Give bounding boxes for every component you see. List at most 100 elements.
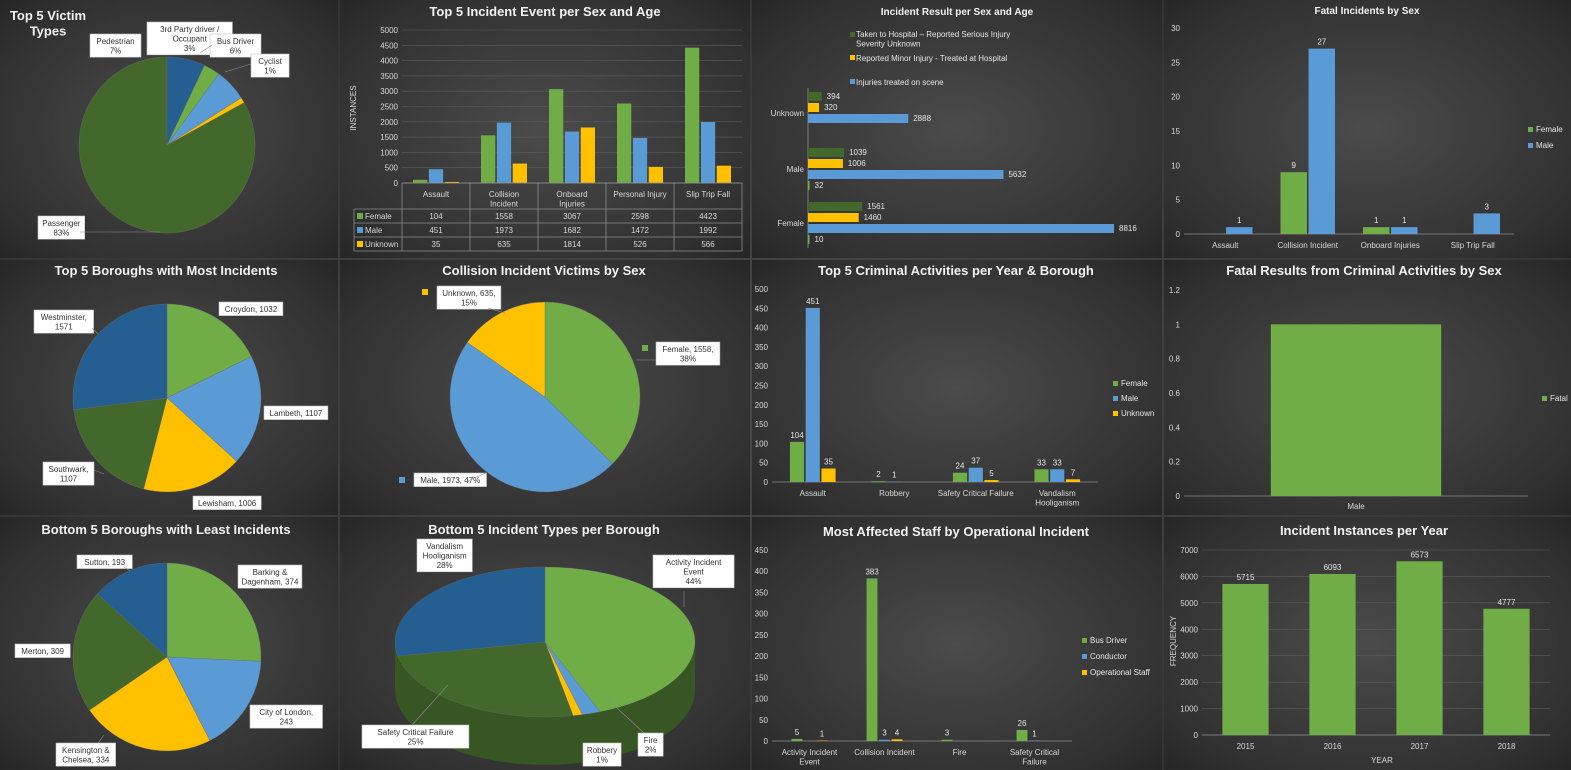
leader-line <box>93 469 105 475</box>
callout-text: Lewisham, 1006 <box>198 499 257 508</box>
chart-title: Incident Instances per Year <box>1280 523 1448 538</box>
panel-instances-per-year: Incident Instances per Year 0 1000 2000 3000… <box>1164 517 1571 770</box>
callout-text: Female, 1558, 38% <box>662 345 713 364</box>
data-label: 3 <box>882 729 887 738</box>
table-cell: 451 <box>429 226 443 235</box>
callout-female: Female, 1558, 38% <box>655 341 721 366</box>
callout-text: Kensington & Chelsea, 334 <box>62 746 110 765</box>
table-legend-swatch <box>357 213 363 219</box>
callout-male: Male, 1973, 47% <box>413 472 487 487</box>
legend-label: Female <box>1536 125 1563 134</box>
bar <box>413 179 428 183</box>
panel-top-boroughs: Top 5 Boroughs with Most Incidents Croydo… <box>0 260 338 515</box>
collision-slice <box>449 342 613 493</box>
top-borough-slice <box>166 356 262 462</box>
bar <box>808 181 810 190</box>
legend-swatch <box>1528 127 1533 132</box>
y-tick-label: 5 <box>1176 196 1181 205</box>
bar <box>808 202 863 211</box>
chart-bottom-boroughs: Bottom 5 Boroughs with Least Incidents Ba… <box>14 522 323 767</box>
data-table: Assault Collision Incident Onboard Injuries P… <box>353 182 743 252</box>
legend-swatch <box>1082 654 1087 659</box>
chart-victim-types: Top 5 Victim Types Passenger 83% Pedestrian 7… <box>10 8 290 240</box>
leader-line <box>602 694 645 734</box>
callout-text: Vandalism Hooliganism 28% <box>423 542 467 570</box>
table-cell: 1558 <box>495 212 513 221</box>
bar <box>941 739 953 741</box>
y-tick-label: 500 <box>385 164 399 173</box>
table-column-header: Collision Incident <box>489 190 519 209</box>
leader-line <box>199 44 213 54</box>
x-tick-label: Safety Critical Failure <box>938 489 1015 498</box>
callout-robbery: Robbery 1% <box>582 742 622 767</box>
chart-title: Top 5 Victim Types <box>10 8 86 39</box>
bar <box>496 122 512 183</box>
chart-title: Top 5 Boroughs with Most Incidents <box>55 263 278 278</box>
leader-line <box>411 684 449 726</box>
y-tick-label: 4000 <box>380 57 398 66</box>
callout-text: 3rd Party driver / Occupant 3% <box>160 25 220 53</box>
legend-label: Male <box>1536 141 1554 150</box>
y-tick-label: 500 <box>755 285 769 294</box>
data-label: 1 <box>1374 216 1379 225</box>
collision-slice <box>467 301 546 398</box>
callout-fire: Fire 2% <box>637 732 664 757</box>
x-tick-label: Assault <box>1212 241 1239 250</box>
panel-victim-types: Top 5 Victim Types Passenger 83% Pedestrian 7… <box>0 0 338 258</box>
panel-collision-victims: Collision Incident Victims by Sex Female,… <box>340 260 750 515</box>
data-label: 5715 <box>1237 573 1255 582</box>
table-row-header: Unknown <box>365 240 398 249</box>
y-tick-label: 1000 <box>1180 705 1198 714</box>
y-tick-label: 1.2 <box>1169 286 1181 295</box>
data-label: 1 <box>1032 730 1037 739</box>
legend-label: Taken to Hospital – Reported Serious Inj… <box>856 30 1010 49</box>
legend-swatch <box>850 79 855 84</box>
victim-slice <box>166 97 245 146</box>
bar <box>617 103 632 183</box>
table-column-header: Assault <box>423 190 450 199</box>
panel-bottom-boroughs: Bottom 5 Boroughs with Least Incidents Ba… <box>0 517 338 770</box>
y-tick-label: 4500 <box>380 41 398 50</box>
x-tick-label: 2016 <box>1324 742 1342 751</box>
legend-label: Conductor <box>1090 652 1127 661</box>
y-tick-label: 300 <box>755 610 769 619</box>
bar <box>1050 469 1065 482</box>
callout-city-of-london: City of London, 243 <box>249 704 323 729</box>
y-tick-label: 0.8 <box>1169 355 1181 364</box>
y-tick-label: 450 <box>755 546 769 555</box>
x-tick-label: Collision Incident <box>854 748 915 757</box>
leader-line <box>464 472 487 483</box>
table-cell: 2598 <box>631 212 649 221</box>
y-tick-label: 350 <box>755 343 769 352</box>
data-label: 7 <box>1071 468 1076 477</box>
bar <box>789 441 805 482</box>
legend-label: Female <box>1121 379 1148 388</box>
incident-type-slice <box>544 566 696 712</box>
data-label: 1561 <box>867 202 885 211</box>
chart-fatal-criminal: Fatal Results from Criminal Activities b… <box>1169 263 1568 511</box>
legend-label: Male <box>1121 394 1139 403</box>
legend-swatch <box>850 55 855 60</box>
y-tick-label: 50 <box>759 459 768 468</box>
y-tick-label: 2000 <box>380 118 398 127</box>
table-legend-swatch <box>357 227 363 233</box>
chart-incident-result: Incident Result per Sex and Age Taken to … <box>771 7 1137 248</box>
table-legend-swatch <box>357 241 363 247</box>
bar <box>1309 573 1356 735</box>
callout-text: Activity Incident Event 44% <box>666 558 722 586</box>
bar <box>1483 608 1530 735</box>
data-label: 8816 <box>1119 224 1137 233</box>
callout-cyclist: Cyclist 1% <box>250 53 290 78</box>
legend-swatch <box>642 345 648 351</box>
y-tick-label: 0.4 <box>1169 423 1181 432</box>
chart-title: Fatal Results from Criminal Activities b… <box>1226 263 1502 278</box>
data-label: 33 <box>1037 458 1046 467</box>
y-axis-title: INSTANCES <box>349 85 358 130</box>
panel-incident-event: Top 5 Incident Event per Sex and Age 0 500… <box>340 0 750 258</box>
legend-label: Injuries treated on scene <box>856 78 944 87</box>
table-row-header: Female <box>365 212 392 221</box>
y-tick-label: 200 <box>755 401 769 410</box>
table-cell: 635 <box>497 240 511 249</box>
table-column-header: Onboard Injuries <box>556 190 587 209</box>
bar <box>549 89 564 183</box>
